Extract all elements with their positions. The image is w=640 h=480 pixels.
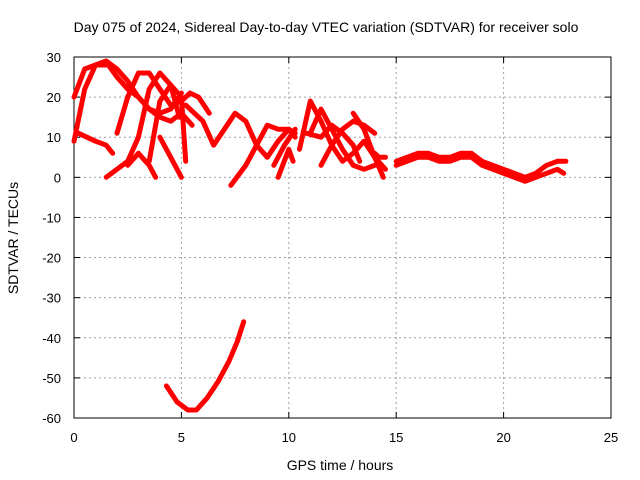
x-tick-label: 20 xyxy=(496,430,510,445)
y-tick-label: -50 xyxy=(42,371,61,386)
x-tick-label: 0 xyxy=(70,430,77,445)
series-arc-03 xyxy=(75,130,116,156)
series-arc-11 xyxy=(271,126,298,168)
x-tick-label: 5 xyxy=(178,430,185,445)
y-tick-label: 30 xyxy=(47,50,61,65)
series-arc-06 xyxy=(125,150,159,180)
y-tick-label: 10 xyxy=(47,130,61,145)
y-tick-label: 20 xyxy=(47,90,61,105)
grid-layer xyxy=(74,57,611,418)
series-arc-02 xyxy=(71,62,184,144)
y-tick-label: -40 xyxy=(42,331,61,346)
series-arc-08 xyxy=(157,134,184,180)
series-arc-21 xyxy=(163,319,247,413)
chart-title: Day 075 of 2024, Sidereal Day-to-day VTE… xyxy=(74,19,579,35)
series-arc-14 xyxy=(303,122,363,164)
plot-frame xyxy=(73,56,612,419)
y-tick-label: -30 xyxy=(42,291,61,306)
series-arc-09 xyxy=(183,102,298,160)
series-arc-18 xyxy=(372,150,388,160)
series-arc-15 xyxy=(307,106,378,172)
x-tick-label: 15 xyxy=(389,430,403,445)
series-arc-07 xyxy=(146,82,189,164)
x-tick-label: 10 xyxy=(282,430,296,445)
series-arc-20 xyxy=(393,154,567,184)
x-axis-label: GPS time / hours xyxy=(287,457,394,473)
tick-layer: 0 5 10 15 20 25 -60 -50 -40 -30 -20 -10 0 10 20 30 xyxy=(42,50,618,445)
series-arc-16 xyxy=(318,118,378,168)
series-arc-10 xyxy=(228,122,298,188)
series-arc-04 xyxy=(103,70,182,180)
x-tick-label: 25 xyxy=(604,430,618,445)
series-arc-12 xyxy=(275,146,296,180)
y-tick-label: -20 xyxy=(42,251,61,266)
y-tick-label: 0 xyxy=(54,170,61,185)
y-tick-label: -10 xyxy=(42,210,61,225)
y-axis-label: SDTVAR / TECUs xyxy=(5,182,21,294)
series-arc-17 xyxy=(350,110,386,180)
series-arc-19 xyxy=(393,150,569,180)
y-tick-label: -60 xyxy=(42,411,61,426)
series-layer xyxy=(71,58,569,413)
